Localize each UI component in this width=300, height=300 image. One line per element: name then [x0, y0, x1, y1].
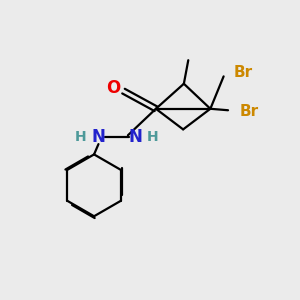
Text: Br: Br [240, 104, 259, 119]
Text: Br: Br [234, 65, 253, 80]
Text: N: N [92, 128, 105, 146]
Text: N: N [128, 128, 142, 146]
Text: O: O [106, 79, 120, 97]
Text: H: H [75, 130, 87, 144]
Text: H: H [147, 130, 159, 144]
